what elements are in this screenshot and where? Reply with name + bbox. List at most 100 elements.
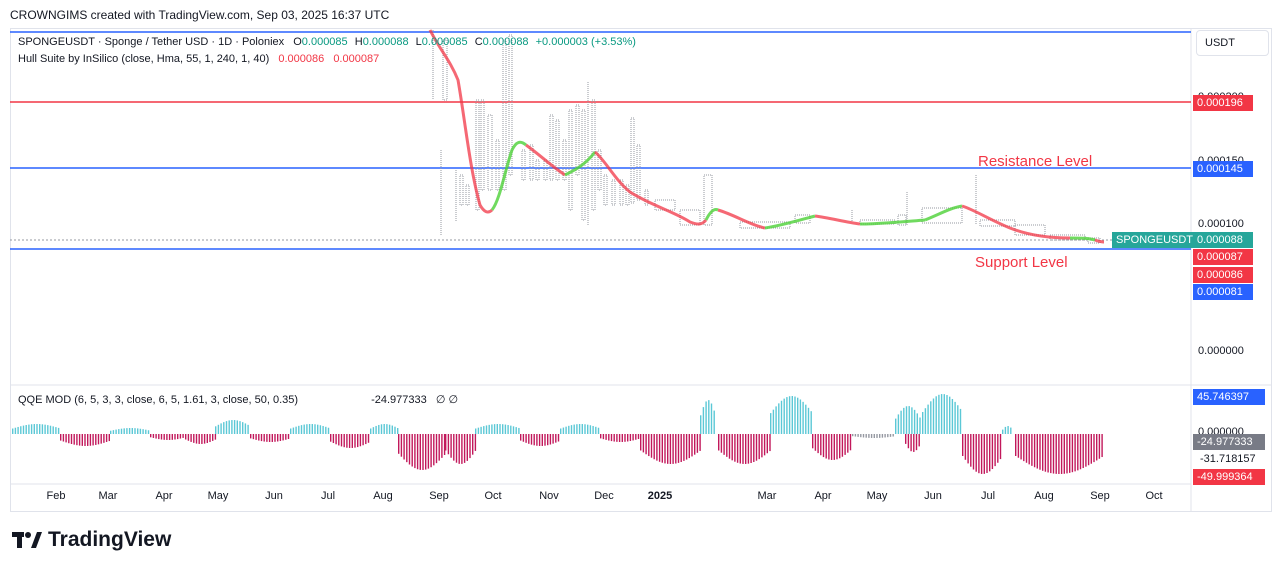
qqe-bar — [152, 434, 155, 438]
qqe-bar — [817, 434, 819, 454]
qqe-bar — [477, 427, 480, 434]
qqe-bar — [55, 427, 57, 434]
qqe-bar — [635, 434, 637, 440]
qqe-bar — [565, 426, 567, 434]
qqe-bar — [87, 434, 89, 446]
qqe-bar — [214, 434, 217, 440]
qqe-bar — [597, 427, 600, 434]
qqe-bar — [833, 434, 835, 460]
qqe-bar — [900, 410, 902, 434]
qqe-tag-upper: 45.746397 — [1193, 389, 1265, 405]
time-tick: Jun — [265, 490, 283, 502]
qqe-bar — [285, 434, 287, 440]
qqe-bar — [915, 434, 918, 451]
qqe-bar — [605, 434, 607, 440]
qqe-bar — [17, 426, 19, 434]
qqe-bar — [25, 425, 27, 434]
qqe-bar — [525, 434, 527, 443]
time-tick: May — [207, 490, 229, 502]
qqe-bar — [228, 420, 230, 434]
qqe-bar — [504, 424, 507, 434]
qqe-bar — [47, 425, 49, 434]
qqe-bar — [212, 434, 214, 441]
qqe-bar — [536, 434, 538, 446]
qqe-bar — [653, 434, 655, 460]
qqe-bar — [734, 434, 736, 462]
qqe-bar — [30, 424, 33, 434]
qqe-bar — [794, 396, 796, 434]
qqe-bar — [557, 434, 560, 442]
qqe-bar — [60, 434, 62, 441]
qqe-bar — [118, 429, 120, 434]
qqe-bar — [884, 434, 886, 438]
qqe-bar — [89, 434, 92, 446]
qqe-bar — [1077, 434, 1079, 471]
qqe-bar — [648, 434, 650, 457]
qqe-bar — [766, 434, 768, 454]
qqe-bar — [36, 424, 38, 434]
qqe-bar — [610, 434, 613, 442]
qqe-bar — [33, 424, 35, 434]
qqe-bar — [844, 434, 846, 455]
qqe-bar — [836, 434, 838, 460]
price-tag-support: 0.000081 — [1193, 284, 1253, 300]
qqe-bar — [778, 403, 780, 434]
qqe-tick-lower: -31.718157 — [1200, 453, 1256, 465]
tradingview-logo[interactable]: TradingView — [12, 528, 171, 552]
qqe-bar — [700, 415, 702, 434]
hull-ma-green-2 — [564, 151, 597, 177]
time-tick-year: 2025 — [647, 490, 673, 502]
qqe-bar — [308, 424, 311, 434]
qqe-bar — [857, 434, 859, 437]
qqe-bar — [828, 434, 830, 460]
price-tick-0: 0.000000 — [1198, 345, 1244, 357]
qqe-bar — [343, 434, 345, 448]
qqe-bar — [507, 425, 509, 434]
qqe-bar — [1058, 434, 1060, 474]
qqe-bar — [215, 426, 217, 434]
currency-button[interactable]: USDT — [1196, 30, 1269, 56]
qqe-bar — [972, 434, 975, 470]
qqe-bar — [696, 434, 699, 453]
resistance-label: Resistance Level — [978, 153, 1093, 170]
qqe-bar — [895, 418, 897, 434]
qqe-bar — [380, 424, 383, 434]
qqe-bar — [978, 434, 980, 474]
qqe-bar — [466, 434, 468, 461]
qqe-bar — [549, 434, 552, 445]
qqe-bar — [825, 434, 827, 459]
qqe-bar — [260, 434, 263, 442]
qqe-bar — [736, 434, 739, 463]
qqe-bar — [986, 434, 988, 473]
qqe-bar — [483, 426, 485, 434]
qqe-bar — [522, 434, 525, 442]
qqe-bar — [600, 434, 602, 439]
qqe-bar — [913, 434, 915, 452]
qqe-bar — [190, 434, 192, 442]
qqe-bar — [627, 434, 629, 442]
qqe-bar — [303, 424, 305, 434]
qqe-bar — [702, 407, 705, 434]
qqe-bar — [747, 434, 750, 464]
price-tick-100: 0.000100 — [1198, 218, 1244, 230]
qqe-bar — [889, 434, 892, 437]
qqe-bar — [669, 434, 672, 464]
qqe-bar — [991, 434, 994, 470]
qqe-bar — [849, 434, 852, 451]
qqe-bar — [1052, 434, 1055, 474]
qqe-bar — [126, 428, 128, 434]
qqe-bar — [552, 434, 554, 444]
qqe-legend: QQE MOD (6, 5, 3, 3, close, 6, 5, 1.61, … — [18, 393, 458, 406]
qqe-bar — [750, 434, 752, 464]
qqe-bar — [225, 421, 228, 434]
qqe-bar — [327, 427, 330, 434]
qqe-bar — [139, 428, 142, 434]
qqe-bar — [282, 434, 284, 441]
qqe-bar — [300, 425, 303, 434]
qqe-bar — [128, 428, 131, 434]
qqe-bar — [918, 434, 920, 447]
qqe-bar — [922, 412, 924, 434]
qqe-bar — [970, 434, 972, 467]
time-tick: Feb — [46, 490, 66, 502]
